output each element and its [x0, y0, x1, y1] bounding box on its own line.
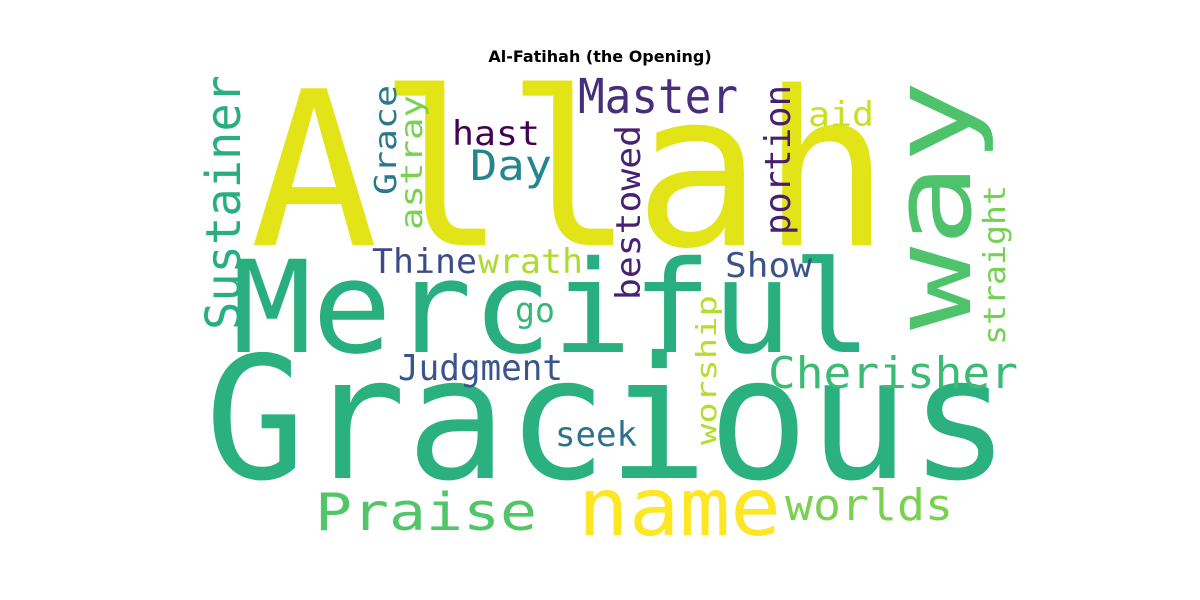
- word-wrath: wrath: [478, 242, 583, 282]
- word-portion: portion: [758, 85, 799, 235]
- chart-title: Al-Fatihah (the Opening): [488, 47, 712, 66]
- word-grace: Grace: [369, 85, 404, 195]
- word-seek: seek: [555, 415, 637, 455]
- word-go: go: [515, 291, 555, 331]
- word-show: Show: [725, 246, 813, 286]
- word-astray: astray: [395, 95, 430, 230]
- word-day: Day: [470, 141, 552, 190]
- word-worlds: worlds: [785, 480, 953, 531]
- word-judgment: Judgment: [398, 348, 563, 389]
- word-cherisher: Cherisher: [768, 348, 1018, 399]
- word-praise: Praise: [315, 483, 537, 543]
- word-aid: aid: [808, 95, 874, 135]
- word-worship: worship: [690, 295, 723, 445]
- word-master: Master: [578, 69, 738, 125]
- word-gracious: Gracious: [205, 321, 1010, 519]
- word-bestowed: bestowed: [609, 125, 649, 300]
- word-merciful: Merciful: [232, 234, 872, 383]
- word-hast: hast: [452, 114, 540, 154]
- word-straight: straight: [978, 185, 1013, 345]
- word-sustainer: Sustainer: [196, 75, 252, 330]
- word-name: name: [578, 461, 781, 554]
- word-allah: Allah: [250, 45, 890, 296]
- word-way: way: [868, 80, 996, 330]
- word-thine: Thine: [372, 242, 477, 282]
